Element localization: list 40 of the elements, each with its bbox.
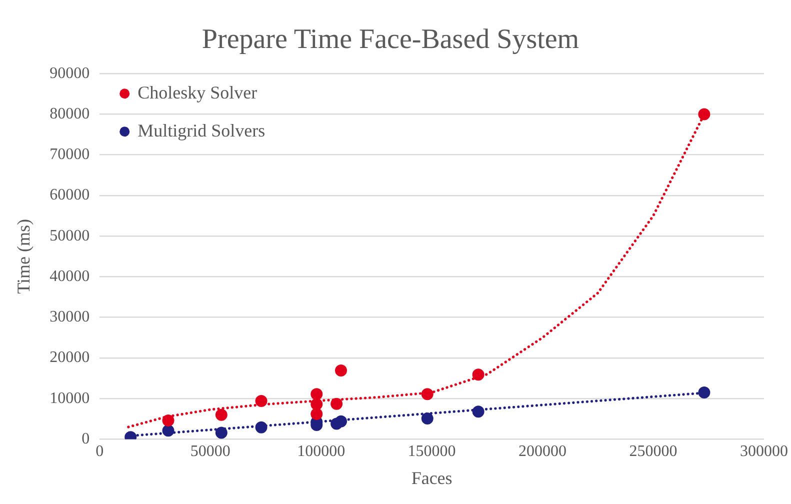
point xyxy=(472,406,484,418)
point xyxy=(330,398,343,410)
y-axis-title: Time (ms) xyxy=(14,218,34,294)
x-tick-label: 50000 xyxy=(190,443,230,460)
x-axis-title: Faces xyxy=(411,468,452,488)
x-tick-label: 0 xyxy=(96,443,104,460)
point xyxy=(335,364,347,377)
y-tick-label: 0 xyxy=(82,430,90,448)
legend-label: Multigrid Solvers xyxy=(138,120,266,140)
y-tick-label: 90000 xyxy=(50,64,90,82)
y-tick-label: 60000 xyxy=(50,186,90,204)
point xyxy=(421,412,434,424)
point xyxy=(472,368,484,381)
y-tick-label: 40000 xyxy=(50,268,90,285)
point xyxy=(698,108,710,120)
point xyxy=(215,426,228,439)
chart-title: Prepare Time Face-Based System xyxy=(202,24,580,56)
y-tick-label: 30000 xyxy=(50,308,90,326)
x-tick-label: 150000 xyxy=(408,443,456,460)
point xyxy=(215,408,228,421)
x-tick-label: 250000 xyxy=(629,443,678,460)
point xyxy=(255,395,268,408)
y-tick-label: 10000 xyxy=(50,390,90,407)
point xyxy=(162,414,174,427)
point xyxy=(335,415,347,428)
point xyxy=(421,388,434,400)
y-tick-label: 50000 xyxy=(50,227,90,244)
x-tick-label: 100000 xyxy=(297,443,346,460)
y-tick-label: 20000 xyxy=(50,349,90,366)
legend-label: Cholesky Solver xyxy=(138,82,258,102)
point xyxy=(255,421,268,434)
point xyxy=(310,388,323,400)
x-tick-label: 200000 xyxy=(518,443,567,460)
y-tick-label: 80000 xyxy=(50,105,90,122)
point xyxy=(310,398,323,410)
point xyxy=(162,424,174,437)
point xyxy=(310,408,323,420)
y-tick-label: 70000 xyxy=(50,146,90,164)
x-tick-label: 300000 xyxy=(740,443,788,460)
point xyxy=(698,386,710,398)
